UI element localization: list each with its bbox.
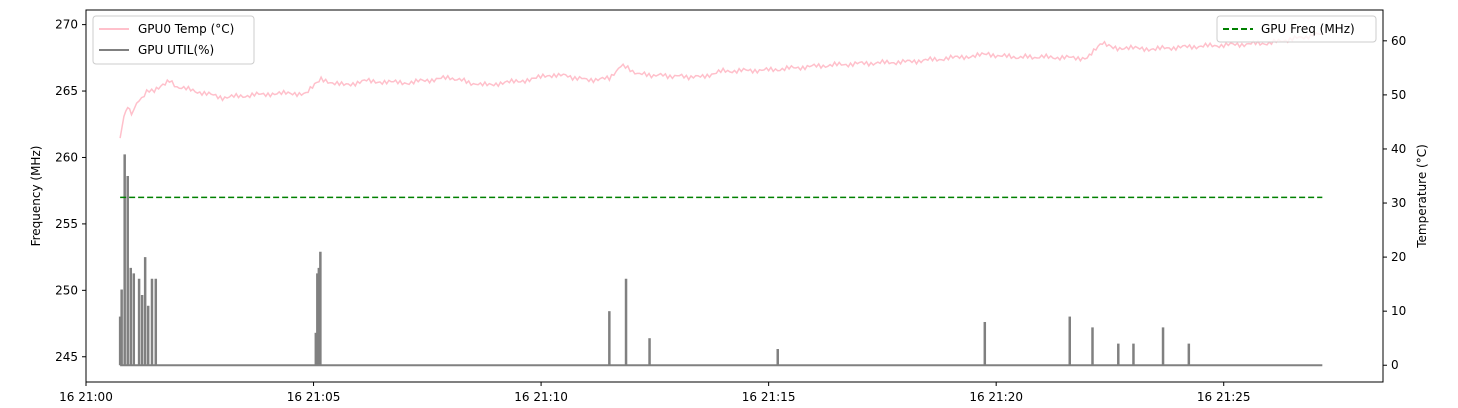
y-left-tick-label: 245 [55, 350, 78, 364]
y-right-axis: 0 10 20 30 40 50 60 [1383, 34, 1406, 372]
util-series-group [118, 154, 1323, 367]
y-left-tick-label: 270 [55, 18, 78, 32]
y-left-tick-label: 265 [55, 84, 78, 98]
legend-right: GPU Freq (MHz) [1216, 15, 1377, 43]
x-tick-label: 16 21:00 [59, 390, 113, 404]
y-right-tick-label: 20 [1391, 250, 1406, 264]
y-left-tick-label: 255 [55, 217, 78, 231]
legend-temp-label: GPU0 Temp (°C) [138, 22, 234, 36]
y-right-tick-label: 0 [1391, 358, 1399, 372]
legend-left: GPU0 Temp (°C) GPU UTIL(%) [92, 15, 255, 65]
y-left-axis: 245 250 255 260 265 270 [55, 18, 86, 364]
x-axis: 16 21:00 16 21:05 16 21:10 16 21:15 16 21:20… [59, 382, 1251, 404]
temp-series-group [119, 32, 1323, 139]
y-right-axis-label: Temperature (°C) [1415, 144, 1429, 249]
x-tick-label: 16 21:15 [742, 390, 796, 404]
plot-area [85, 9, 1384, 383]
legend-util-label: GPU UTIL(%) [138, 43, 214, 57]
y-right-tick-label: 50 [1391, 88, 1406, 102]
y-right-tick-label: 30 [1391, 196, 1406, 210]
temp-line [119, 32, 1323, 139]
x-tick-label: 16 21:10 [514, 390, 568, 404]
x-tick-label: 16 21:25 [1197, 390, 1251, 404]
y-left-tick-label: 250 [55, 283, 78, 297]
legend-right-box [1216, 15, 1377, 43]
x-tick-label: 16 21:05 [287, 390, 341, 404]
x-tick-label: 16 21:20 [969, 390, 1023, 404]
legend-freq-label: GPU Freq (MHz) [1261, 22, 1355, 36]
y-left-tick-label: 260 [55, 150, 78, 164]
y-right-tick-label: 40 [1391, 142, 1406, 156]
legend-left-box [92, 15, 255, 65]
y-left-axis-label: Frequency (MHz) [29, 146, 43, 247]
y-right-tick-label: 10 [1391, 304, 1406, 318]
y-right-tick-label: 60 [1391, 34, 1406, 48]
